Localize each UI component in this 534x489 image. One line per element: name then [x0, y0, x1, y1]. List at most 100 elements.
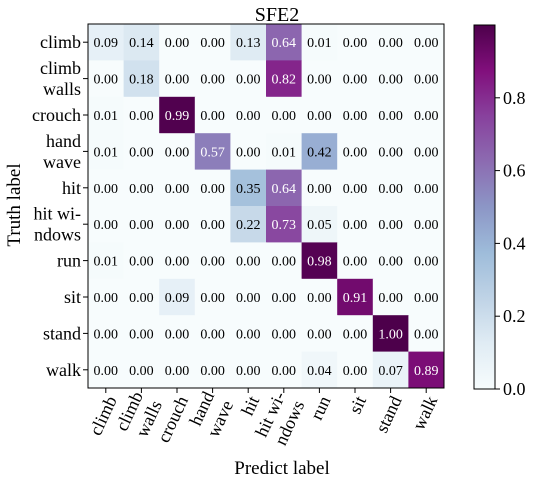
heatmap-cell	[123, 206, 160, 243]
cell-value-label: 0.00	[129, 145, 154, 160]
cell-value-label: 0.00	[378, 291, 403, 306]
heatmap-cell	[123, 278, 160, 316]
cell-value-label: 0.00	[307, 327, 332, 342]
heatmap-cell	[408, 24, 445, 61]
cell-value-label: 0.00	[272, 109, 297, 124]
heatmap-cell	[372, 24, 409, 61]
cell-value-label: 0.00	[165, 182, 190, 197]
cell-value-label: 0.00	[343, 327, 368, 342]
y-axis-label: Truth label	[4, 163, 25, 246]
cell-value-label: 0.00	[200, 327, 225, 342]
x-tick-label: handwave	[184, 388, 237, 440]
cell-value-label: 0.00	[200, 73, 225, 88]
heatmap-cell	[194, 278, 231, 316]
cell-value-label: 0.00	[200, 218, 225, 233]
cell-value-label: 0.05	[307, 218, 332, 233]
heatmap-cell	[337, 315, 374, 353]
heatmap-cell	[408, 206, 445, 243]
x-tick-label: stand	[371, 393, 405, 436]
plot-frame	[87, 23, 445, 389]
cell-value-label: 0.99	[165, 109, 190, 124]
cell-value-label: 0.14	[129, 36, 154, 51]
cell-value-label: 0.00	[272, 364, 297, 379]
heatmap-cell	[372, 133, 409, 171]
colorbar	[473, 24, 496, 390]
heatmap-cell	[159, 96, 196, 134]
cell-value-label: 0.00	[307, 291, 332, 306]
heatmap-cell	[266, 315, 303, 353]
cell-value-label: 0.91	[343, 291, 368, 306]
heatmap-cell	[88, 278, 125, 316]
heatmap-cell	[408, 315, 445, 353]
colorbar-tick-label: 0.4	[503, 233, 526, 253]
cell-value-label: 0.00	[94, 327, 119, 342]
heatmap-cell	[159, 60, 196, 98]
heatmap-cell	[408, 96, 445, 134]
colorbar-tick-label: 0.2	[503, 306, 526, 326]
heatmap-cell	[194, 96, 231, 134]
cell-value-label: 0.00	[94, 364, 119, 379]
heatmap-cell	[230, 133, 267, 171]
cell-value-label: 0.00	[272, 291, 297, 306]
cell-value-label: 0.00	[378, 109, 403, 124]
heatmap-cell	[372, 315, 409, 353]
heatmap-cell	[88, 24, 125, 61]
cell-value-label: 0.00	[165, 145, 190, 160]
heatmap-cell	[337, 24, 374, 61]
cell-value-label: 0.18	[129, 73, 154, 88]
heatmap-cell	[88, 206, 125, 243]
heatmap-cell	[372, 278, 409, 316]
heatmap-cell	[301, 24, 338, 61]
heatmap-cell	[408, 351, 445, 389]
cell-value-label: 0.00	[378, 182, 403, 197]
heatmap-cell	[123, 242, 160, 280]
cell-value-label: 0.01	[94, 145, 119, 160]
heatmap-cell	[230, 278, 267, 316]
cell-value-label: 0.13	[236, 36, 261, 51]
heatmap-cell	[408, 169, 445, 207]
y-tick-label: hit	[62, 178, 81, 198]
cell-value-label: 0.64	[272, 36, 297, 51]
heatmap-cell	[372, 351, 409, 389]
heatmap-cell	[159, 351, 196, 389]
cell-value-label: 0.00	[414, 182, 439, 197]
cell-value-label: 0.00	[236, 255, 261, 270]
cell-value-label: 0.00	[129, 364, 154, 379]
cell-value-label: 0.89	[414, 364, 439, 379]
heatmap-cell	[301, 351, 338, 389]
heatmap-cell	[194, 24, 231, 61]
cell-value-label: 0.00	[165, 36, 190, 51]
heatmap-cell	[408, 60, 445, 98]
cell-value-label: 0.00	[378, 218, 403, 233]
heatmap-cell	[372, 169, 409, 207]
cell-value-label: 0.82	[272, 73, 297, 88]
cell-value-label: 0.00	[378, 145, 403, 160]
heatmap-cell	[159, 242, 196, 280]
cell-value-label: 0.00	[165, 364, 190, 379]
heatmap-cell	[301, 278, 338, 316]
chart-title: SFE2	[255, 4, 299, 26]
x-tick-label: sit	[345, 393, 370, 417]
heatmap-cell	[266, 351, 303, 389]
cell-value-label: 0.00	[414, 36, 439, 51]
y-tick-label: climb walls	[40, 58, 81, 99]
heatmap-cell	[194, 133, 231, 171]
cell-value-label: 0.00	[94, 182, 119, 197]
heatmap-cell	[159, 315, 196, 353]
heatmap-cell	[301, 315, 338, 353]
heatmap-cell	[337, 169, 374, 207]
heatmap-cell	[337, 351, 374, 389]
heatmap-cell	[266, 242, 303, 280]
x-tick-label: run	[306, 393, 334, 423]
heatmap-cell	[301, 133, 338, 171]
heatmap-cell	[159, 278, 196, 316]
heatmap-cell	[159, 169, 196, 207]
heatmap-cell	[372, 60, 409, 98]
cell-value-label: 0.00	[94, 218, 119, 233]
heatmap-cell	[194, 242, 231, 280]
cell-value-label: 0.01	[94, 255, 119, 270]
cell-value-label: 0.07	[378, 364, 403, 379]
colorbar-ticks: 0.0 0.2 0.4 0.6 0.8	[495, 88, 526, 399]
heatmap-cell	[123, 96, 160, 134]
